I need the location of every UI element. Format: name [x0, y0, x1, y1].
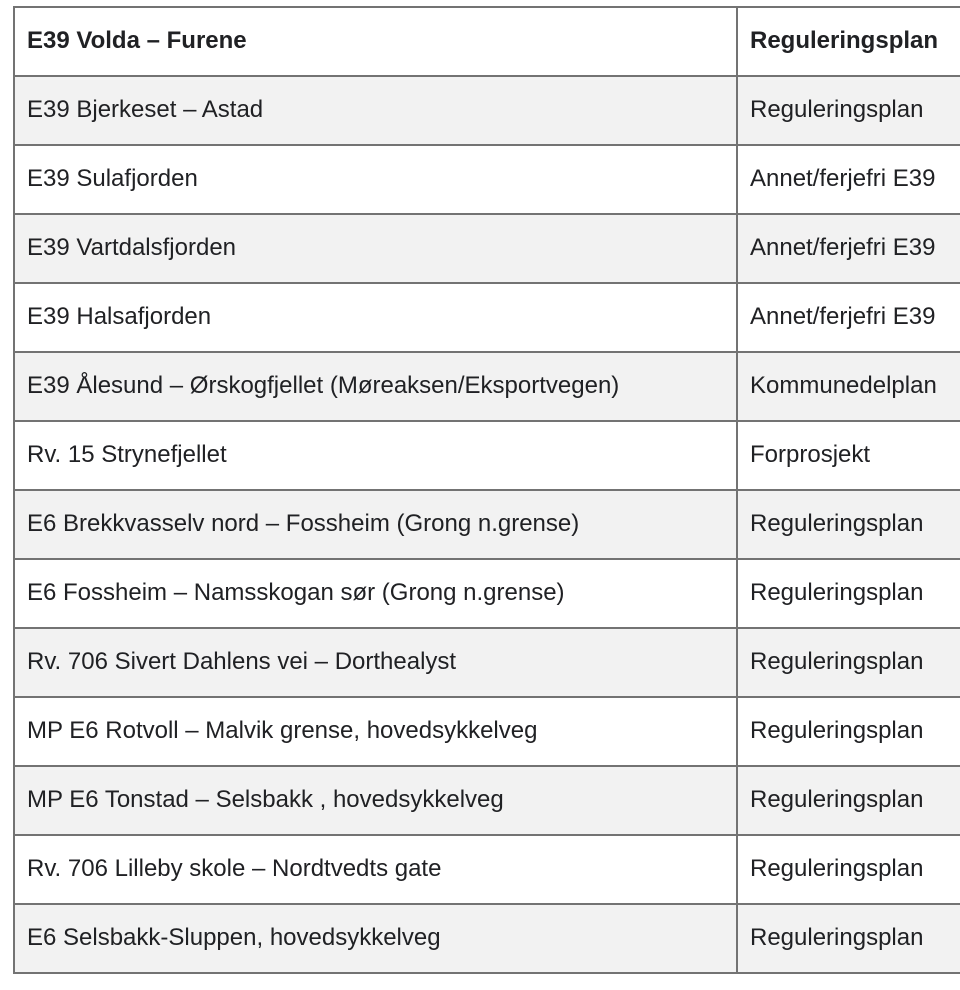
table-row: E39 Vartdalsfjorden Annet/ferjefri E39 — [13, 213, 960, 284]
plan-cell: Reguleringsplan — [736, 765, 960, 836]
table-row: E6 Selsbakk-Sluppen, hovedsykkelveg Regu… — [13, 903, 960, 974]
plan-cell: Reguleringsplan — [736, 489, 960, 560]
project-cell: E6 Fossheim – Namsskogan sør (Grong n.gr… — [13, 558, 738, 629]
table-row: MP E6 Rotvoll – Malvik grense, hovedsykk… — [13, 696, 960, 767]
project-cell: MP E6 Rotvoll – Malvik grense, hovedsykk… — [13, 696, 738, 767]
project-cell: E39 Bjerkeset – Astad — [13, 75, 738, 146]
table-row: E39 Ålesund – Ørskogfjellet (Møreaksen/E… — [13, 351, 960, 422]
plan-cell: Kommunedelplan — [736, 351, 960, 422]
table-header-row: E39 Volda – Furene Reguleringsplan — [13, 6, 960, 77]
plan-cell: Annet/ferjefri E39 — [736, 213, 960, 284]
project-cell: E39 Ålesund – Ørskogfjellet (Møreaksen/E… — [13, 351, 738, 422]
plan-cell: Reguleringsplan — [736, 558, 960, 629]
plan-cell: Reguleringsplan — [736, 627, 960, 698]
table-row: Rv. 706 Sivert Dahlens vei – Dorthealyst… — [13, 627, 960, 698]
project-cell: Rv. 706 Sivert Dahlens vei – Dorthealyst — [13, 627, 738, 698]
table-row: MP E6 Tonstad – Selsbakk , hovedsykkelve… — [13, 765, 960, 836]
table-row: E39 Halsafjorden Annet/ferjefri E39 — [13, 282, 960, 353]
plan-cell: Annet/ferjefri E39 — [736, 282, 960, 353]
project-cell: E39 Vartdalsfjorden — [13, 213, 738, 284]
plan-cell: Reguleringsplan — [736, 6, 960, 77]
plan-cell: Annet/ferjefri E39 — [736, 144, 960, 215]
projects-table: E39 Volda – Furene Reguleringsplan E39 B… — [13, 6, 960, 974]
plan-cell: Reguleringsplan — [736, 696, 960, 767]
projects-table-container: E39 Volda – Furene Reguleringsplan E39 B… — [13, 6, 960, 974]
plan-cell: Forprosjekt — [736, 420, 960, 491]
table-row: Rv. 706 Lilleby skole – Nordtvedts gate … — [13, 834, 960, 905]
plan-cell: Reguleringsplan — [736, 903, 960, 974]
project-cell: Rv. 15 Strynefjellet — [13, 420, 738, 491]
project-cell: E39 Sulafjorden — [13, 144, 738, 215]
project-cell: E6 Selsbakk-Sluppen, hovedsykkelveg — [13, 903, 738, 974]
project-cell: E39 Volda – Furene — [13, 6, 738, 77]
project-cell: MP E6 Tonstad – Selsbakk , hovedsykkelve… — [13, 765, 738, 836]
table-row: Rv. 15 Strynefjellet Forprosjekt — [13, 420, 960, 491]
table-row: E6 Fossheim – Namsskogan sør (Grong n.gr… — [13, 558, 960, 629]
plan-cell: Reguleringsplan — [736, 834, 960, 905]
project-cell: Rv. 706 Lilleby skole – Nordtvedts gate — [13, 834, 738, 905]
project-cell: E39 Halsafjorden — [13, 282, 738, 353]
table-row: E6 Brekkvasselv nord – Fossheim (Grong n… — [13, 489, 960, 560]
table-row: E39 Sulafjorden Annet/ferjefri E39 — [13, 144, 960, 215]
table-row: E39 Bjerkeset – Astad Reguleringsplan — [13, 75, 960, 146]
project-cell: E6 Brekkvasselv nord – Fossheim (Grong n… — [13, 489, 738, 560]
plan-cell: Reguleringsplan — [736, 75, 960, 146]
